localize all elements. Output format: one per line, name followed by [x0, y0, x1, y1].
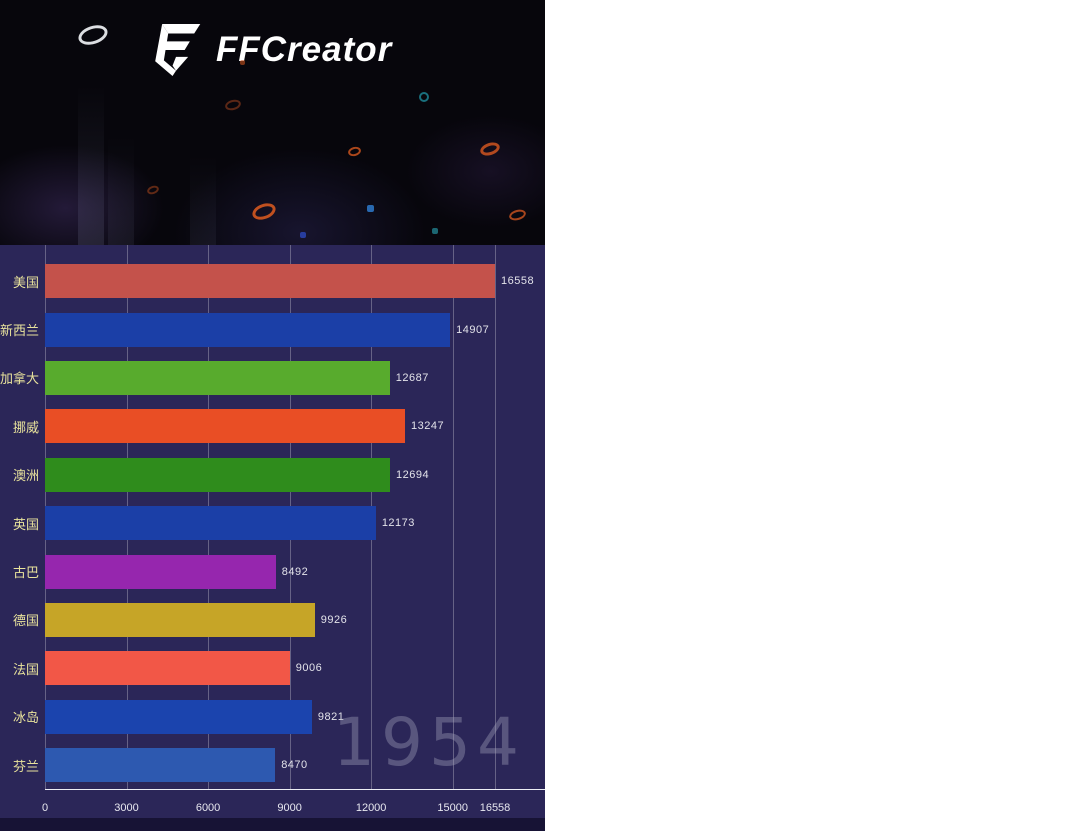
bar-value-label: 9821: [317, 710, 345, 723]
frame-header: FFCreator: [0, 0, 545, 245]
ring-icon: [507, 207, 528, 223]
bar-value-label: 14907: [456, 323, 490, 336]
bar-row: 冰岛 9821: [0, 693, 545, 741]
bar: [45, 409, 406, 444]
bar-row: 挪威 13247: [0, 402, 545, 450]
gridline: [452, 245, 454, 790]
x-tick-label: 15000: [437, 802, 468, 814]
particle-dot-icon: [300, 232, 306, 238]
year-watermark: 1954: [333, 704, 525, 781]
ffcreator-logo-icon: [155, 24, 201, 76]
bar-track: 8492: [45, 554, 495, 589]
x-tick-label: 3000: [114, 802, 139, 814]
bar-value-label: 8470: [281, 759, 308, 772]
x-axis-line: [45, 789, 545, 790]
category-label: 古巴: [12, 565, 39, 581]
frame-footer-strip: [0, 818, 545, 831]
brand-logo: FFCreator: [150, 22, 392, 78]
light-streak: [108, 135, 134, 245]
x-tick-label: 0: [41, 802, 49, 814]
bar: [45, 554, 276, 589]
x-tick-label: 9000: [277, 802, 302, 814]
x-tick-label: 6000: [195, 802, 221, 814]
ring-icon: [478, 140, 502, 158]
bar-row: 美国 16558: [0, 257, 545, 305]
bar: [45, 312, 451, 347]
bar-value-label: 12694: [395, 468, 430, 481]
bar-row: 芬兰 8470: [0, 741, 545, 789]
bar-chart: 美国 16558 新西兰 14907 加拿大 12687 挪威 13247 澳洲 12694 英国 1…: [0, 245, 545, 831]
category-label: 英国: [12, 516, 39, 532]
ring-icon: [223, 98, 243, 112]
bar-value-label: 8492: [281, 565, 309, 578]
category-label: 加拿大: [0, 371, 40, 387]
particle-dot-icon: [240, 60, 245, 65]
brand-name: FFCreator: [216, 30, 393, 69]
category-label: 美国: [12, 274, 39, 290]
category-label: 法国: [12, 661, 39, 677]
bar-track: 16558: [45, 264, 534, 299]
ring-icon: [419, 92, 429, 102]
bar-track: 14907: [45, 312, 495, 347]
ring-icon: [75, 21, 111, 49]
ring-icon: [250, 200, 278, 223]
category-label: 德国: [12, 613, 39, 629]
category-label: 澳洲: [12, 468, 39, 484]
x-tick-label: 16558: [479, 802, 511, 814]
bar-value-label: 12173: [381, 517, 415, 530]
bar: [45, 748, 276, 783]
bar-value-label: 9926: [320, 613, 348, 626]
particle-dot-icon: [432, 228, 438, 234]
bar: [45, 651, 290, 686]
bar-track: 13247: [45, 409, 495, 444]
bar: [45, 699, 312, 734]
bar: [45, 360, 390, 395]
bar-row: 英国 12173: [0, 499, 545, 547]
bar-value-label: 13247: [411, 420, 445, 433]
bar-value-label: 16558: [501, 275, 535, 288]
bar-track: 12694: [45, 457, 495, 492]
bar-track: 8470: [45, 748, 495, 783]
bar-row: 新西兰 14907: [0, 305, 545, 353]
light-streak: [190, 155, 216, 245]
bar: [45, 457, 390, 492]
bar-track: 9926: [45, 602, 495, 637]
x-axis-tick-labels: 0 3000 6000 9000 12000 15000 16558: [41, 802, 510, 818]
video-frame: FFCreator 美国 16558 新西兰 14907 加拿大 12687 挪威 13247…: [0, 0, 545, 831]
bar-track: 9006: [45, 651, 495, 686]
bar: [45, 602, 315, 637]
x-tick-label: 12000: [355, 802, 387, 814]
particle-dot-icon: [367, 205, 374, 212]
bar: [45, 506, 376, 541]
ring-icon: [145, 184, 161, 196]
bar-rows: 美国 16558 新西兰 14907 加拿大 12687 挪威 13247 澳洲 12694 英国 1…: [0, 245, 545, 790]
light-streak: [78, 85, 104, 245]
bar-track: 12173: [45, 506, 495, 541]
category-label: 新西兰: [0, 323, 40, 339]
bar-value-label: 9006: [295, 662, 323, 675]
bar-row: 古巴 8492: [0, 547, 545, 595]
bar-row: 德国 9926: [0, 596, 545, 644]
bar-value-label: 12687: [395, 371, 429, 384]
bar: [45, 264, 495, 299]
gridline: [495, 245, 496, 790]
category-label: 芬兰: [12, 758, 39, 774]
category-label: 冰岛: [12, 710, 39, 726]
bar-track: 9821: [45, 699, 495, 734]
bar-track: 12687: [45, 360, 495, 395]
category-label: 挪威: [12, 419, 39, 435]
bar-row: 加拿大 12687: [0, 354, 545, 402]
bar-row: 澳洲 12694: [0, 451, 545, 499]
ring-icon: [347, 145, 362, 158]
bar-row: 法国 9006: [0, 644, 545, 692]
page-background: [545, 0, 1080, 831]
